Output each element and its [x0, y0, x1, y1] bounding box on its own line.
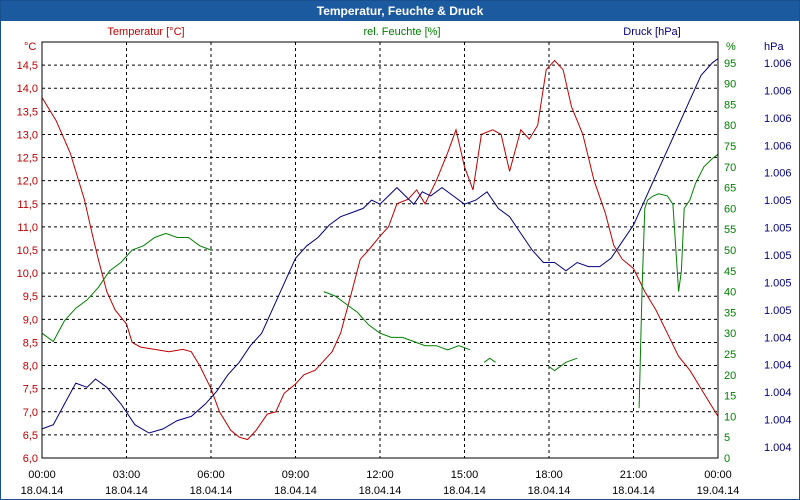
temperature-tick-label: 12,0 — [17, 176, 38, 188]
temperature-axis-title: Temperatur [°C] — [107, 26, 184, 38]
x-tick-time: 12:00 — [366, 469, 394, 481]
pressure-tick-label: 1.005 — [764, 277, 792, 289]
pressure-tick-label: 1.004 — [764, 442, 792, 454]
pressure-unit-label: hPa — [764, 41, 784, 53]
humidity-tick-label: 30 — [724, 328, 736, 340]
pressure-tick-label: 1.004 — [764, 387, 792, 399]
temperature-tick-label: 12,5 — [17, 153, 38, 165]
pressure-tick-label: 1.006 — [764, 58, 792, 70]
humidity-tick-label: 90 — [724, 79, 736, 91]
pressure-tick-label: 1.005 — [764, 305, 792, 317]
humidity-tick-label: 20 — [724, 370, 736, 382]
series-lines — [41, 58, 719, 441]
humidity-tick-label: 85 — [724, 99, 736, 111]
pressure-tick-label: 1.004 — [764, 360, 792, 372]
temperature-tick-label: 11,5 — [17, 199, 38, 211]
temperature-tick-label: 13,5 — [17, 106, 38, 118]
pressure-tick-label: 1.005 — [764, 250, 792, 262]
humidity-tick-label: 55 — [724, 224, 736, 236]
humidity-tick-label: 95 — [724, 58, 736, 70]
x-tick-date: 18.04.14 — [612, 485, 655, 497]
pressure-tick-label: 1.006 — [764, 168, 792, 180]
humidity-line-segment — [548, 357, 578, 372]
humidity-tick-label: 40 — [724, 287, 736, 299]
temperature-tick-label: 9,0 — [23, 314, 38, 326]
temperature-tick-label: 10,5 — [17, 245, 38, 257]
pressure-axis-title: Druck [hPa] — [623, 26, 680, 38]
humidity-tick-label: 25 — [724, 349, 736, 361]
x-tick-time: 03:00 — [113, 469, 141, 481]
temperature-tick-label: 14,5 — [17, 60, 38, 72]
pressure-tick-label: 1.005 — [764, 223, 792, 235]
x-tick-date: 18.04.14 — [274, 485, 317, 497]
x-tick-date: 18.04.14 — [21, 485, 64, 497]
pressure-tick-label: 1.005 — [764, 195, 792, 207]
humidity-line-segment — [323, 291, 471, 351]
humidity-axis-title: rel. Feuchte [%] — [363, 26, 440, 38]
humidity-tick-label: 50 — [724, 245, 736, 257]
temperature-unit-label: °C — [24, 41, 36, 53]
x-tick-time: 15:00 — [451, 469, 479, 481]
humidity-tick-label: 45 — [724, 266, 736, 278]
temperature-tick-label: 8,5 — [23, 337, 38, 349]
temperature-tick-label: 6,0 — [23, 453, 38, 465]
pressure-line — [41, 58, 719, 434]
humidity-tick-label: 35 — [724, 307, 736, 319]
humidity-line-segment — [638, 153, 719, 409]
x-tick-date: 18.04.14 — [528, 485, 571, 497]
temperature-tick-label: 7,5 — [23, 384, 38, 396]
humidity-tick-label: 75 — [724, 141, 736, 153]
humidity-tick-label: 60 — [724, 203, 736, 215]
pressure-tick-label: 1.006 — [764, 113, 792, 125]
x-tick-time: 06:00 — [197, 469, 225, 481]
humidity-line-segment — [483, 357, 496, 363]
x-tick-date: 19.04.14 — [697, 485, 740, 497]
x-tick-time: 00:00 — [28, 469, 56, 481]
temperature-tick-label: 8,0 — [23, 361, 38, 373]
humidity-tick-label: 65 — [724, 183, 736, 195]
temperature-tick-label: 9,5 — [23, 291, 38, 303]
humidity-tick-label: 70 — [724, 162, 736, 174]
x-tick-date: 18.04.14 — [190, 485, 233, 497]
temperature-tick-label: 7,0 — [23, 407, 38, 419]
humidity-tick-label: 0 — [724, 453, 730, 465]
x-tick-time: 00:00 — [704, 469, 732, 481]
temperature-tick-label: 6,5 — [23, 430, 38, 442]
humidity-unit-label: % — [726, 41, 736, 53]
x-tick-date: 18.04.14 — [105, 485, 148, 497]
humidity-tick-label: 15 — [724, 391, 736, 403]
temperature-tick-label: 10,0 — [17, 268, 38, 280]
x-tick-time: 21:00 — [620, 469, 648, 481]
x-tick-date: 18.04.14 — [359, 485, 402, 497]
temperature-tick-label: 14,0 — [17, 83, 38, 95]
temperature-tick-label: 11,0 — [17, 222, 38, 234]
axis-labels: 6,0 6,5 7,0 7,5 8,0 8,5 9,0 9,5 10,0 10,5 11,0 11,5… — [17, 26, 792, 497]
chart-title: Temperatur, Feuchte & Druck — [1, 1, 799, 21]
humidity-tick-label: 80 — [724, 120, 736, 132]
humidity-tick-label: 10 — [724, 411, 736, 423]
temperature-tick-label: 13,0 — [17, 129, 38, 141]
humidity-line-segment — [41, 232, 212, 343]
temperature-line — [41, 59, 719, 441]
humidity-tick-label: 5 — [724, 432, 730, 444]
x-tick-date: 18.04.14 — [443, 485, 486, 497]
plot-area-border — [41, 41, 719, 459]
pressure-tick-label: 1.004 — [764, 415, 792, 427]
pressure-tick-label: 1.004 — [764, 332, 792, 344]
pressure-tick-label: 1.006 — [764, 85, 792, 97]
x-tick-time: 09:00 — [282, 469, 310, 481]
pressure-tick-label: 1.006 — [764, 140, 792, 152]
x-tick-time: 18:00 — [535, 469, 563, 481]
